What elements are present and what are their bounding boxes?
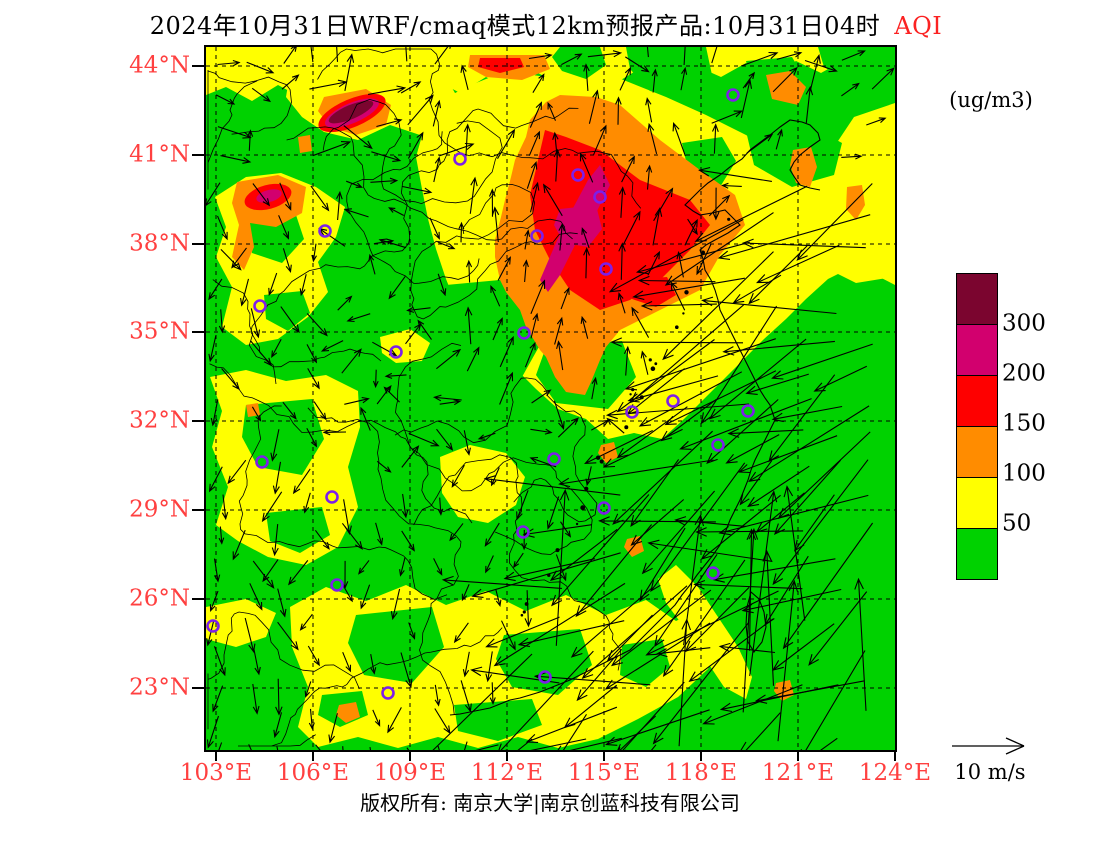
- station-marker: [389, 345, 403, 359]
- station-marker: [547, 452, 561, 466]
- station-marker: [453, 152, 467, 166]
- lon-tick: [700, 750, 702, 761]
- colorbar-tick-label: 50: [1002, 510, 1032, 537]
- lon-label: 121°E: [761, 760, 835, 786]
- lon-label: 124°E: [858, 760, 932, 786]
- station-marker: [253, 299, 267, 313]
- lat-tick: [192, 420, 204, 422]
- colorbar-cell: [956, 528, 998, 580]
- lon-tick: [894, 750, 896, 761]
- lon-label: 112°E: [470, 760, 544, 786]
- station-marker: [593, 190, 607, 204]
- page-title: 2024年10月31日WRF/cmaq模式12km预报产品:10月31日04时 A…: [0, 6, 1092, 41]
- colorbar-tick-label: 100: [1002, 460, 1046, 487]
- lon-label: 109°E: [373, 760, 447, 786]
- lat-tick: [192, 687, 204, 689]
- colorbar-units: (ug/m3): [949, 88, 1033, 112]
- station-marker: [538, 670, 552, 684]
- station-marker: [599, 262, 613, 276]
- lat-tick: [192, 65, 204, 67]
- station-marker: [516, 525, 530, 539]
- lon-tick: [409, 750, 411, 761]
- station-marker: [625, 405, 639, 419]
- station-marker: [706, 566, 720, 580]
- colorbar-cell: [956, 375, 998, 427]
- station-marker: [666, 394, 680, 408]
- title-text: 2024年10月31日WRF/cmaq模式12km预报产品:10月31日04时: [149, 12, 881, 40]
- station-marker: [530, 229, 544, 243]
- wind-scale-label: 10 m/s: [954, 760, 1026, 784]
- lat-tick: [192, 154, 204, 156]
- colorbar-tick-label: 300: [1002, 310, 1046, 337]
- station-marker: [381, 686, 395, 700]
- station-marker: [325, 490, 339, 504]
- colorbar-tick-label: 200: [1002, 360, 1046, 387]
- lat-label: 38°N: [129, 230, 190, 257]
- colorbar-cell: [956, 477, 998, 529]
- lon-tick: [312, 750, 314, 761]
- lat-label: 29°N: [129, 496, 190, 523]
- lon-label: 103°E: [179, 760, 253, 786]
- station-marker: [206, 619, 220, 633]
- lon-tick: [603, 750, 605, 761]
- lon-tick: [797, 750, 799, 761]
- station-marker: [597, 501, 611, 515]
- station-marker: [571, 168, 585, 182]
- colorbar-cell: [956, 426, 998, 478]
- map-canvas: [204, 29, 895, 850]
- lat-label: 23°N: [129, 674, 190, 701]
- title-pollutant-tag: AQI: [894, 12, 943, 40]
- lon-label: 106°E: [276, 760, 350, 786]
- station-marker: [330, 578, 344, 592]
- lat-label: 44°N: [129, 52, 190, 79]
- lat-label: 26°N: [129, 585, 190, 612]
- station-marker: [318, 224, 332, 238]
- lon-label: 118°E: [664, 760, 738, 786]
- colorbar-cell: [956, 324, 998, 376]
- colorbar: [956, 273, 998, 580]
- forecast-map: [204, 29, 897, 850]
- wind-scale-arrow: [952, 737, 1025, 755]
- lat-tick: [192, 509, 204, 511]
- station-marker: [517, 326, 531, 340]
- station-marker: [255, 455, 269, 469]
- colorbar-cell: [956, 273, 998, 325]
- station-markers: [206, 88, 755, 700]
- lon-label: 115°E: [567, 760, 641, 786]
- lat-label: 32°N: [129, 407, 190, 434]
- copyright-footer: 版权所有: 南京大学|南京创蓝科技有限公司: [360, 791, 740, 815]
- station-marker: [741, 404, 755, 418]
- lon-tick: [506, 750, 508, 761]
- lat-tick: [192, 331, 204, 333]
- lat-tick: [192, 598, 204, 600]
- station-marker: [711, 438, 725, 452]
- lon-tick: [215, 750, 217, 761]
- lat-label: 35°N: [129, 318, 190, 345]
- lat-tick: [192, 243, 204, 245]
- colorbar-tick-label: 150: [1002, 410, 1046, 437]
- station-marker: [726, 88, 740, 102]
- coastline: [449, 119, 821, 716]
- lat-label: 41°N: [129, 141, 190, 168]
